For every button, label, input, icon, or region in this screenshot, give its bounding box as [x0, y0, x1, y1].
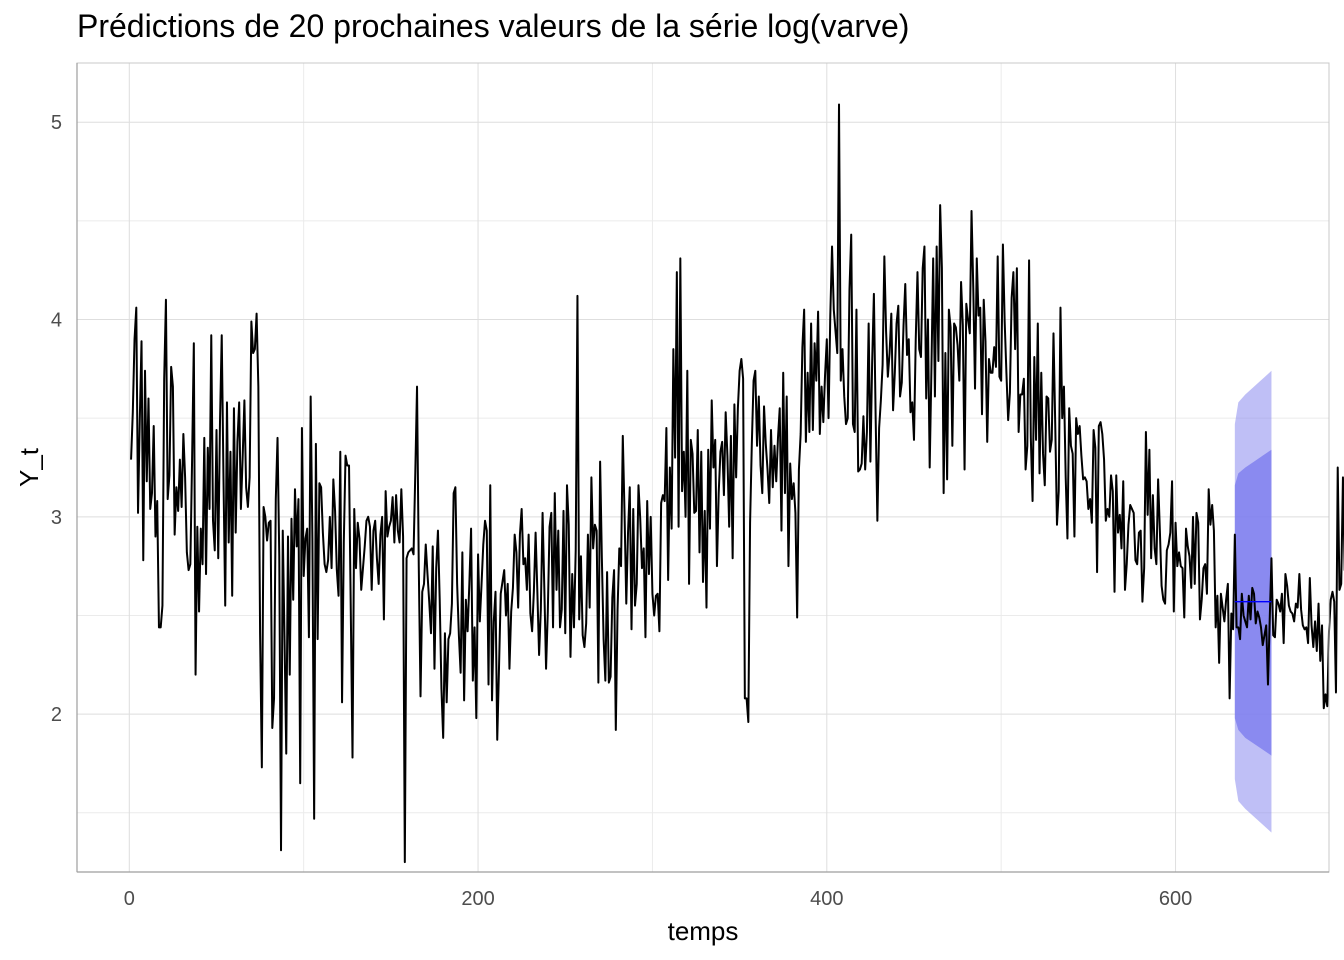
grid-layer: [77, 63, 1329, 872]
chart-title: Prédictions de 20 prochaines valeurs de …: [77, 8, 910, 44]
x-tick-label: 600: [1159, 888, 1192, 910]
x-tick-label: 200: [461, 888, 494, 910]
y-tick-label: 2: [51, 704, 62, 726]
observed-series-line: [130, 103, 1344, 864]
prediction-band-80pct: [1234, 449, 1272, 756]
y-axis-title: Y_t: [14, 447, 44, 487]
panel-border: [76, 62, 1330, 873]
x-tick-label: 400: [810, 888, 843, 910]
axis-layer: [76, 62, 1330, 873]
tick-layer: 0 200 400 600 2 3 4 5: [51, 112, 1192, 910]
series-layer: [130, 103, 1344, 864]
x-axis-title: temps: [668, 916, 739, 946]
y-tick-label: 4: [51, 310, 62, 332]
y-tick-label: 5: [51, 112, 62, 134]
y-tick-label: 3: [51, 507, 62, 529]
x-tick-label: 0: [124, 888, 135, 910]
